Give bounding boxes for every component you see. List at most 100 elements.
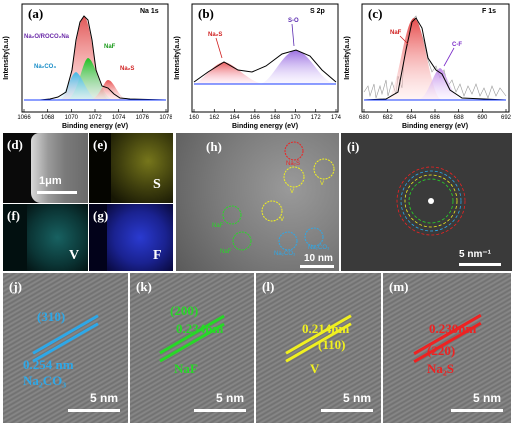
y-axis-label: Intensity(a.u) [3,36,10,80]
annotation-na2s: Na₂S [120,66,134,72]
plane-index-2: (110) [318,337,346,352]
scale-label: 5 nm [215,391,244,405]
x-tick-label: 174 [331,115,342,121]
panel-label: (a) [28,6,44,21]
fft-pattern-i: (i) 5 nm⁻¹ [341,133,512,271]
x-axis-label: Binding energy (eV) [402,123,468,130]
panel-b: 160 162 164 166 168 170 172 174 Binding energy … [172,0,342,132]
scale-label: 5 nm [89,391,118,405]
x-tick-label: 682 [383,115,394,121]
panel-c: 680 682 684 686 688 690 692 Binding energy (eV… [342,0,513,132]
scale-label: 5 nm [472,391,501,405]
annotation-arrow [291,23,295,47]
tag-na2co3: Na₂CO₃ [274,251,296,257]
x-axis-label: Binding energy (eV) [62,123,128,130]
panel-label: (k) [136,279,152,294]
x-tick-label: 690 [477,115,488,121]
x-tick-label: 1066 [17,115,31,121]
x-tick-label: 172 [311,115,322,121]
xps-s2p-plot: 160 162 164 166 168 170 172 174 Binding energy … [174,3,342,130]
tag-v: V [290,189,295,195]
annotation-arrow [399,35,409,45]
element-label: V [69,248,80,263]
peak-na2co3 [56,72,98,100]
x-tick-label: 162 [209,115,220,121]
element-title: S 2p [310,8,325,15]
panel-label: (m) [389,279,409,294]
scale-bar [321,409,373,412]
hrtem-lattice-k: (k) (200) 0.234nm NaF 5 nm [130,273,254,423]
peak-cf [418,68,462,100]
plane-index: (310) [37,309,66,324]
element-title: F 1s [482,8,497,15]
tag-na2s: Na₂S [286,161,301,167]
xps-f1s-plot: 680 682 684 686 688 690 692 Binding energy (eV… [344,3,512,130]
panel-label: (f) [7,208,20,223]
hrtem-lattice-j: (j) (310) 0.254 nm Na₂CO₃ 5 nm [3,273,128,423]
annotation-na2co3: Na₂CO₃ [34,64,56,70]
diffraction-rings [396,166,466,236]
scale-label: 5 nm⁻¹ [459,249,491,260]
y-axis-label: Intensity(a.u) [174,36,181,80]
panel-label: (g) [93,208,109,223]
peak-so [260,50,336,84]
panel-label: (j) [9,279,22,294]
eds-map-v: (f) V [3,204,88,271]
scale-label: 10 nm [304,253,333,264]
annotation-so: S-O [288,18,299,24]
x-tick-label: 170 [290,115,301,121]
x-tick-label: 1072 [88,115,102,121]
x-tick-label: 680 [359,115,370,121]
scale-bar [194,409,246,412]
panel-a: 1066 1068 1070 1072 1074 1076 1078 Binding ene… [0,0,172,132]
panel-label: (b) [198,6,214,21]
eds-signal [107,204,173,271]
x-tick-label: 688 [454,115,465,121]
d-spacing: 0.230nm [429,321,477,336]
tag-na2co3: Na₂CO₃ [308,245,330,251]
x-axis-label: Binding energy (eV) [232,123,298,130]
eds-map-s: (e) S [89,133,173,203]
d-spacing: 0.234nm [176,321,224,336]
d-spacing: 0.254 nm [23,357,74,372]
panel-label: (i) [347,139,360,154]
noise-trace [363,15,507,99]
phase-label: V [310,361,320,376]
x-tick-label: 1076 [136,115,150,121]
x-tick-label: 166 [250,115,261,121]
tag-naf: NaF [212,223,224,229]
phase-label: NaF [174,361,198,376]
hrtem-lattice-l: (l) 0.214nm (110) V 5 nm [256,273,381,423]
plane-index-2: (220) [427,343,456,358]
annotation-arrow [443,47,455,67]
raw-spectrum [24,15,167,101]
panel-label: (h) [206,139,222,154]
x-tick-label: 168 [270,115,281,121]
tag-naf: NaF [220,249,232,255]
xps-na1s-plot: 1066 1068 1070 1072 1074 1076 1078 Binding ene… [3,3,172,130]
tag-v: V [320,181,325,187]
annotation-na2o: Na₂O/ROCO₂Na [24,34,70,40]
plane-index: (200) [170,303,199,318]
x-tick-label: 164 [230,115,241,121]
hrtem-lattice-m: (m) 0.230nm (220) Na₂S 5 nm [383,273,511,423]
panel-label: (d) [7,137,23,152]
x-tick-label: 684 [406,115,417,121]
scale-bar [459,263,501,266]
x-tick-label: 686 [430,115,441,121]
sem-image-d: (d) 1μm [3,133,88,203]
y-axis-label: Intensity(a.u) [344,36,351,80]
x-tick-label: 160 [189,115,200,121]
tag-v: V [280,217,285,223]
element-title: Na 1s [140,8,159,15]
scale-label: 1μm [39,175,62,187]
annotation-na2s: Na₂S [208,32,222,38]
element-label: F [153,248,162,263]
panel-label: (l) [262,279,275,294]
peak-na2s [90,80,128,100]
scale-bar [451,409,503,412]
scale-bar [68,409,120,412]
phase-label: Na₂S [427,361,455,376]
phase-label: Na₂CO₃ [23,373,67,388]
hrtem-image-h: (h) Na₂S V V NaF NaF V Na₂CO₃ Na₂CO₃ 10 … [176,133,339,271]
